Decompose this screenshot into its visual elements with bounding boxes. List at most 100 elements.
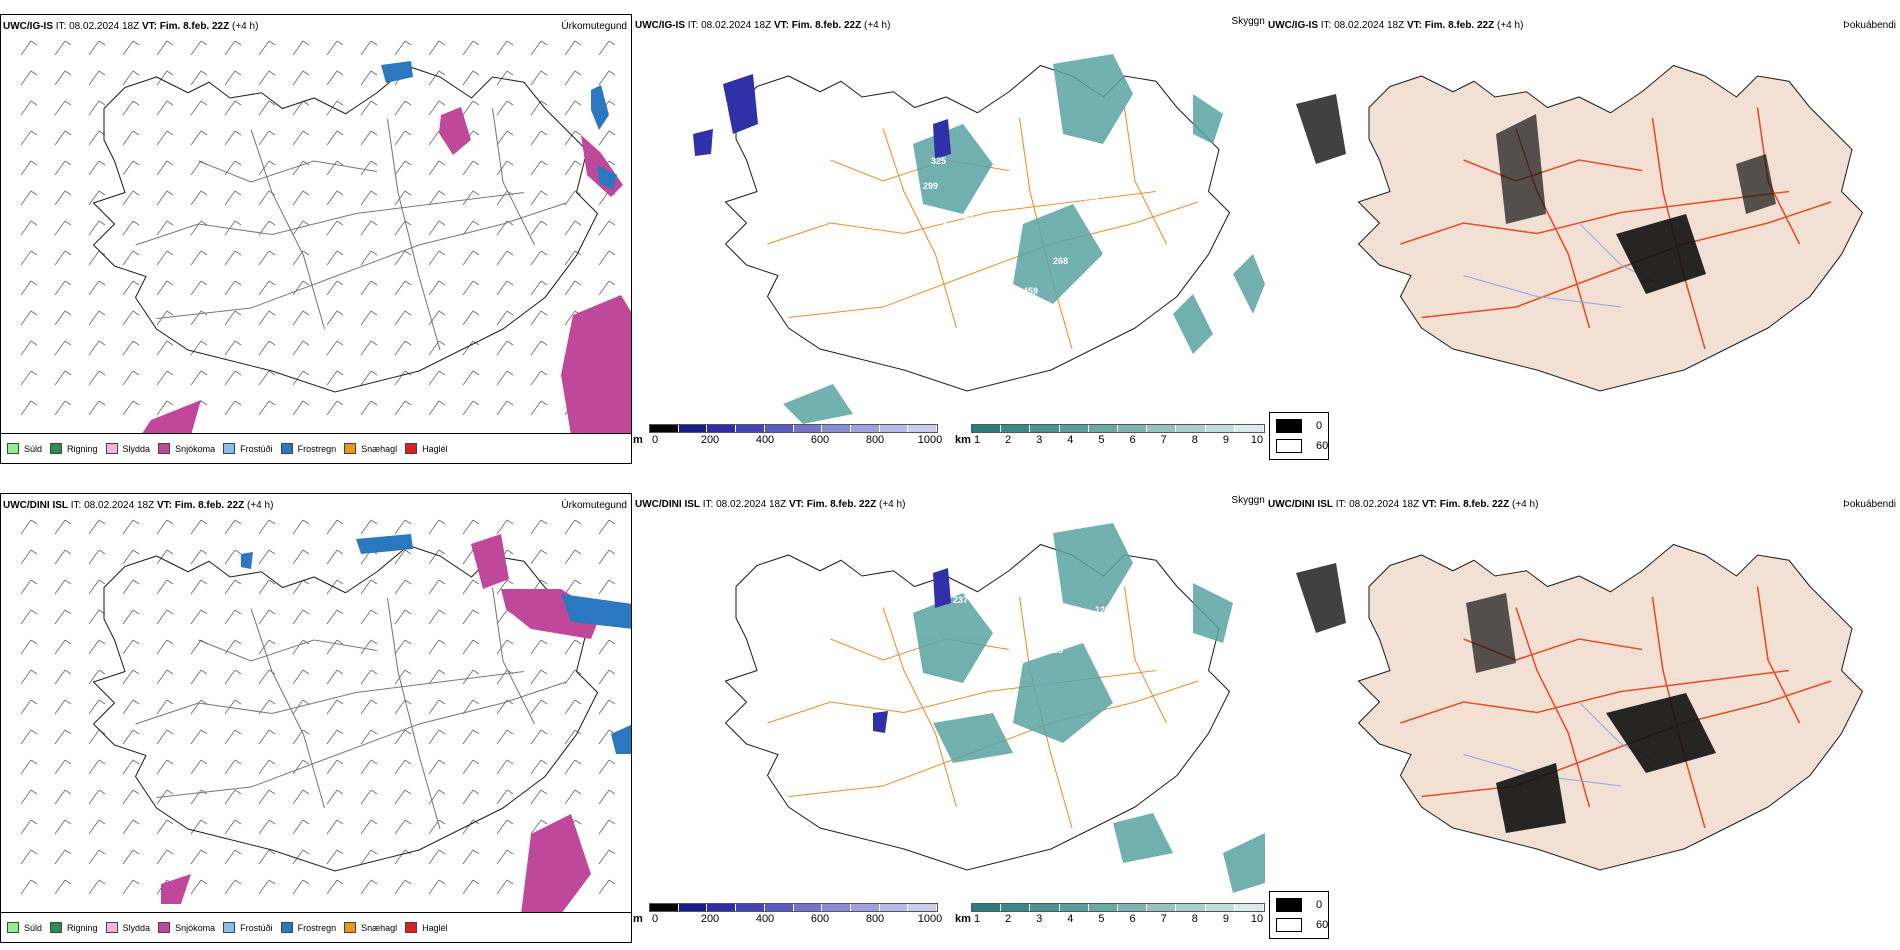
scale-color-step [1234,904,1265,911]
wind-barb-flag [234,639,242,645]
wind-barb [496,130,508,146]
wind-barb [394,400,406,416]
wind-barb [122,340,134,356]
wind-barb [20,669,32,685]
wind-barb [360,699,372,715]
wind-barb-flag [506,549,514,555]
wind-barb-flag [234,40,242,46]
wind-barb-flag [506,879,514,885]
wind-barb [428,519,440,535]
wind-barb [326,340,338,356]
wind-barb [292,669,304,685]
wind-barb [394,190,406,206]
wind-barb [564,789,576,805]
wind-barb-flag [234,160,242,166]
wind-barb-flag [302,130,310,136]
wind-barb [54,819,66,835]
wind-barb-flag [268,789,276,795]
scale-tick-label: 1 [973,434,981,446]
visibility-value-label: 70 [1033,166,1043,176]
wind-barb [190,639,202,655]
wind-barb-flag [30,819,38,825]
wind-barb-flag [438,639,446,645]
legend-label: Súld [24,443,43,454]
scale-color-step [678,904,708,911]
wind-barb-flag [370,370,378,376]
wind-barb-flag [540,190,548,196]
wind-barb-flag [200,70,208,76]
wind-barb-flag [268,70,276,76]
wind-barb [122,819,134,835]
wind-barb [258,729,270,745]
wind-barb-flag [166,519,174,525]
wind-barb [224,639,236,655]
wind-barb [496,789,508,805]
wind-barb [258,310,270,326]
legend-swatch [280,922,293,933]
wind-barb-flag [64,669,72,675]
wind-barb [20,130,32,146]
wind-barb [428,819,440,835]
wind-barb [224,729,236,745]
wind-barb [496,669,508,685]
wind-barb-flag [574,819,582,825]
wind-barb [326,789,338,805]
coastline [92,544,599,872]
wind-barb [190,879,202,895]
legend-label: Snæhagl [361,443,398,454]
precip-legend: Súld Rigning Slydda Snjókoma Frostúði Frostre… [1,912,631,942]
wind-barb-flag [472,609,480,615]
wind-barb [122,190,134,206]
wind-barb-flag [98,190,106,196]
legend-swatch [50,443,63,454]
wind-barb [292,789,304,805]
wind-barb [156,729,168,745]
wind-barb-flag [540,729,548,735]
wind-barb-flag [30,340,38,346]
road-line [135,670,525,725]
wind-barb [88,759,100,775]
wind-barb [258,759,270,775]
wind-barb-flag [64,190,72,196]
iceland-land [1357,543,1864,871]
wind-barb [224,519,236,535]
coastline [1357,543,1864,871]
wind-barb-flag [132,40,140,46]
wind-barb-flag [574,160,582,166]
wind-barb-flag [472,579,480,585]
wind-barb [360,160,372,176]
wind-barb-flag [370,250,378,256]
wind-barb-flag [234,729,242,735]
scale-color-step [1205,425,1235,432]
wind-barb-flag [608,789,616,795]
wind-barb-flag [506,699,514,705]
scale-color-step [736,904,765,911]
wind-barb [224,280,236,296]
panel-title: Skyggni [1231,495,1265,506]
wind-barb [360,519,372,535]
wind-barb [20,759,32,775]
wind-barb [462,190,474,206]
scale-tick-label: 9 [1222,434,1229,446]
wind-barb [258,669,270,685]
scale-tick-label: 1000 [917,913,943,925]
wind-barb-flag [132,609,140,615]
wind-barb [462,160,474,176]
wind-barb-flag [608,579,616,585]
legend-swatch [223,922,236,933]
wind-barb-flag [302,699,310,705]
fog-legend-swatch [1276,918,1302,932]
wind-barb [564,70,576,86]
wind-barb [360,130,372,146]
wind-barb [54,220,66,236]
scale-color-step [1118,904,1148,911]
wind-barb-flag [302,849,310,855]
wind-barb-flag [608,699,616,705]
road-line [491,108,535,246]
wind-barb-flag [404,639,412,645]
road-line [156,202,567,320]
wind-barb [54,669,66,685]
wind-barb-flag [166,190,174,196]
wind-barb [190,160,202,176]
wind-barb-flag [234,879,242,885]
